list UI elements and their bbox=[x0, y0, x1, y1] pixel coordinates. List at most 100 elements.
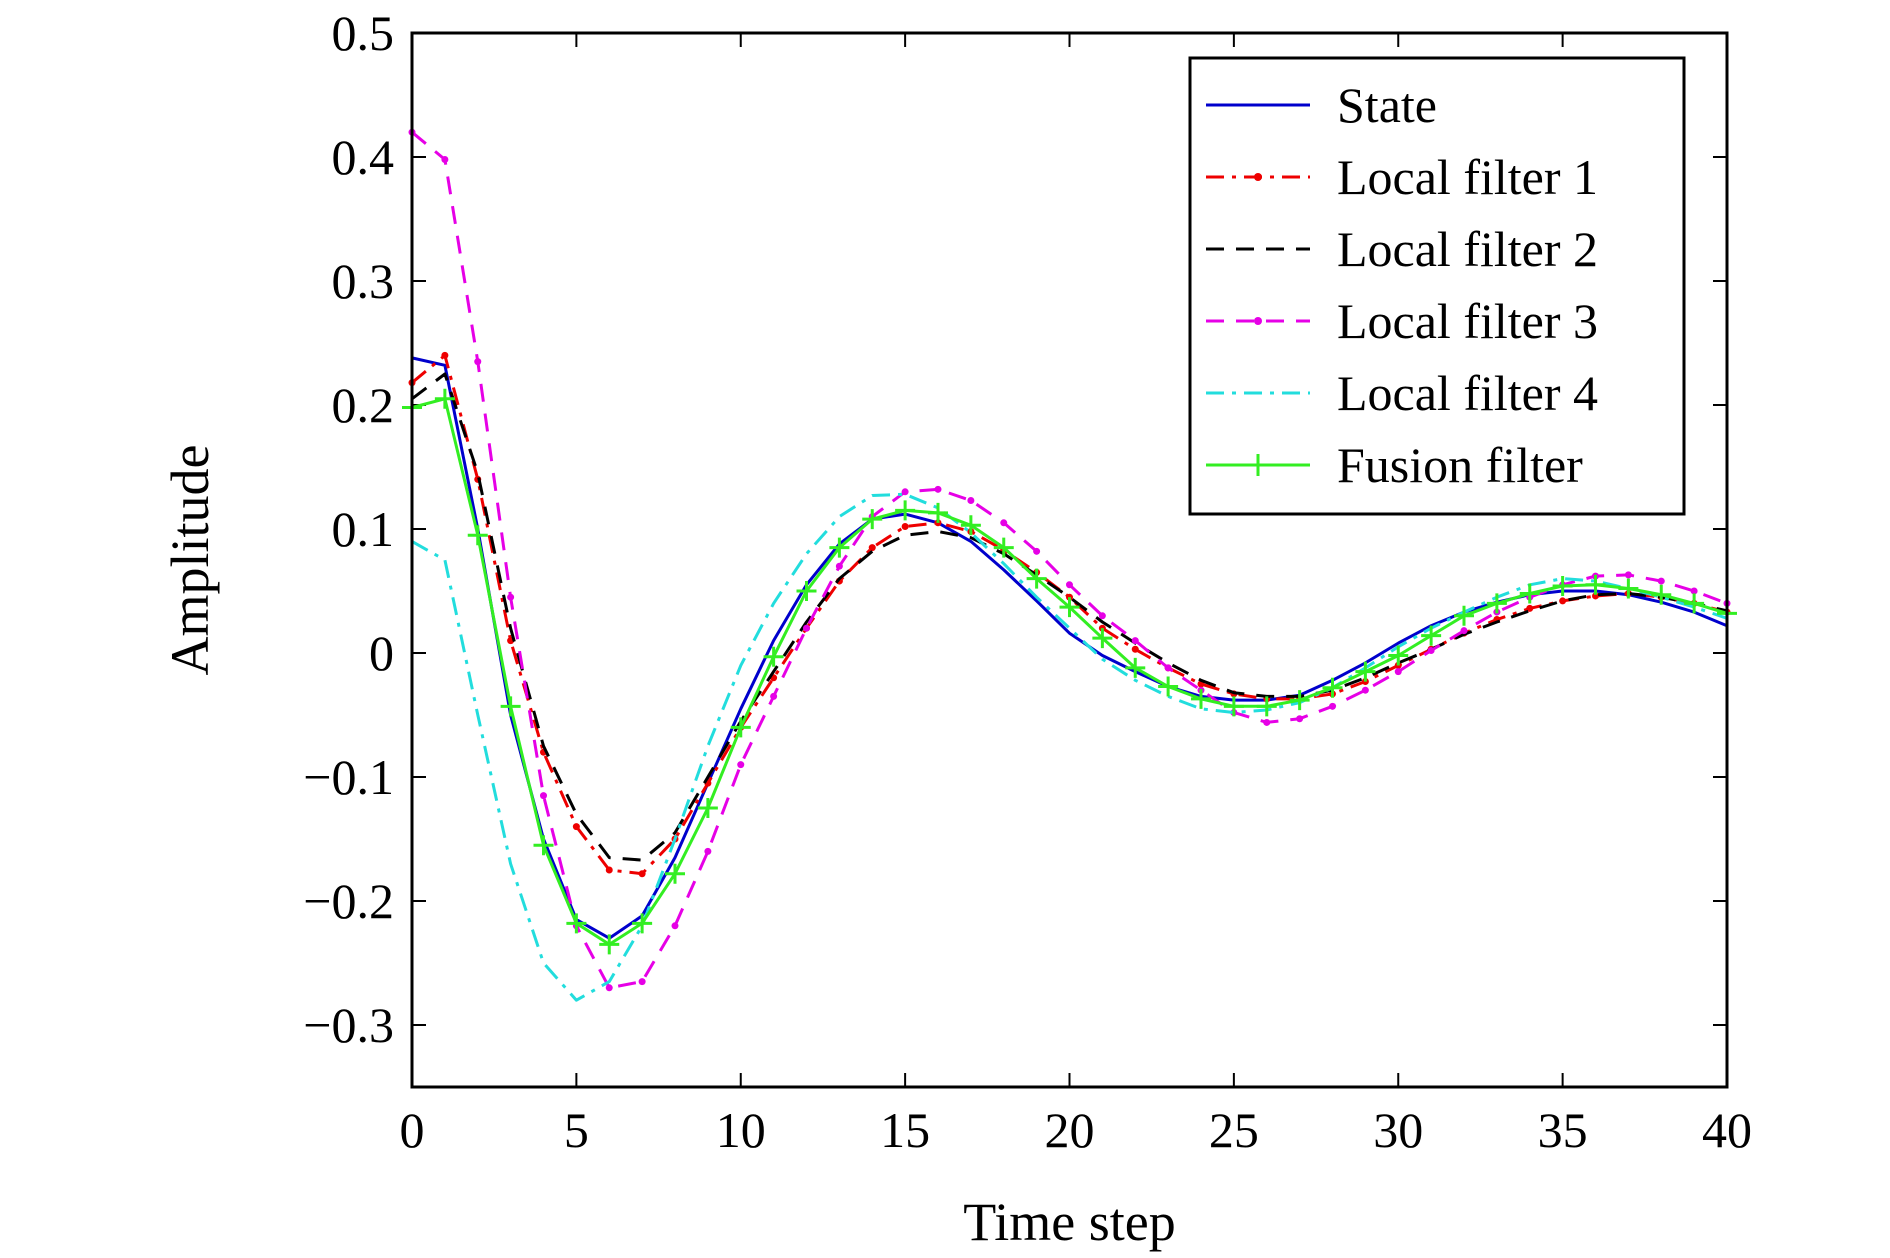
y-tick-label: 0.1 bbox=[332, 501, 395, 557]
data-point bbox=[632, 913, 653, 934]
data-point bbox=[993, 537, 1014, 558]
legend-item: Fusion filter bbox=[1206, 437, 1583, 493]
data-point bbox=[1125, 657, 1146, 678]
data-point bbox=[467, 525, 488, 546]
data-point bbox=[1361, 686, 1369, 694]
data-point bbox=[1592, 592, 1599, 600]
data-point bbox=[1585, 574, 1606, 595]
data-point bbox=[638, 978, 646, 986]
data-point bbox=[1657, 577, 1665, 585]
y-tick-label: 0.5 bbox=[332, 5, 395, 61]
data-point bbox=[1552, 576, 1573, 597]
data-point bbox=[697, 798, 718, 818]
data-point bbox=[599, 934, 620, 955]
data-point bbox=[566, 913, 587, 934]
series-5 bbox=[411, 492, 1728, 1002]
data-point bbox=[796, 581, 817, 601]
y-axis-title: Amplitude bbox=[160, 445, 220, 676]
data-point bbox=[1158, 676, 1179, 697]
data-point bbox=[533, 835, 554, 856]
data-point bbox=[934, 485, 942, 493]
legend-item: Local filter 3 bbox=[1206, 293, 1598, 349]
data-point bbox=[1618, 578, 1639, 599]
data-point bbox=[1394, 668, 1402, 676]
data-point bbox=[770, 692, 778, 700]
data-point bbox=[665, 863, 685, 884]
data-point bbox=[1164, 664, 1172, 672]
data-point bbox=[1092, 628, 1113, 649]
data-point bbox=[434, 388, 455, 409]
plot-frame bbox=[410, 31, 1729, 1089]
data-point bbox=[1559, 597, 1567, 605]
data-point bbox=[605, 984, 613, 992]
data-point bbox=[1256, 696, 1277, 717]
tick-labels: 0 5 10 15 20 25 30 35 40 0.5 0.4 0.3 0.2 0.1 0 −0.1 −0.2… bbox=[303, 5, 1752, 1158]
data-point bbox=[928, 502, 948, 523]
data-point bbox=[895, 500, 916, 521]
y-tick-label: 0.4 bbox=[332, 129, 395, 185]
y-tick-label: 0 bbox=[369, 625, 394, 681]
x-tick-label: 0 bbox=[400, 1102, 425, 1158]
legend-label: Local filter 2 bbox=[1337, 221, 1598, 277]
data-point bbox=[901, 523, 909, 531]
data-point bbox=[901, 488, 909, 496]
legend-marker bbox=[1254, 317, 1262, 325]
y-tick-label: −0.2 bbox=[303, 873, 394, 929]
data-point bbox=[638, 870, 646, 878]
legend-item: State bbox=[1206, 77, 1437, 133]
series-line bbox=[411, 353, 1728, 876]
data-point bbox=[1329, 702, 1336, 710]
data-point bbox=[1421, 625, 1442, 646]
legend-label: Local filter 4 bbox=[1337, 365, 1598, 421]
data-point bbox=[1289, 690, 1310, 711]
legend-item: Local filter 2 bbox=[1206, 221, 1598, 277]
y-tick-label: 0.2 bbox=[332, 377, 395, 433]
data-point bbox=[1059, 597, 1080, 618]
data-point bbox=[441, 351, 449, 359]
data-point bbox=[441, 155, 449, 163]
data-point bbox=[1624, 571, 1632, 579]
series-3 bbox=[411, 372, 1728, 862]
data-point bbox=[507, 593, 515, 601]
data-point bbox=[1690, 587, 1698, 595]
series-line bbox=[411, 492, 1728, 1002]
data-point bbox=[1526, 604, 1534, 612]
x-tick-label: 25 bbox=[1209, 1102, 1259, 1158]
data-point bbox=[1296, 715, 1304, 723]
legend-label: State bbox=[1337, 77, 1437, 133]
data-point bbox=[1223, 696, 1244, 717]
x-tick-label: 20 bbox=[1045, 1102, 1095, 1158]
x-tick-label: 35 bbox=[1538, 1102, 1588, 1158]
data-point bbox=[1131, 645, 1139, 653]
legend-box bbox=[1188, 56, 1686, 516]
x-tick-label: 15 bbox=[880, 1102, 930, 1158]
data-point bbox=[1000, 519, 1008, 527]
data-point bbox=[1651, 584, 1672, 605]
data-point bbox=[474, 358, 482, 366]
data-point bbox=[803, 624, 810, 632]
data-point bbox=[1427, 647, 1435, 655]
series-6 bbox=[402, 388, 1737, 955]
data-point bbox=[1263, 718, 1271, 726]
data-point bbox=[572, 823, 580, 831]
data-point bbox=[540, 792, 547, 800]
data-point bbox=[1454, 605, 1474, 626]
data-point bbox=[868, 544, 876, 552]
data-point bbox=[1098, 612, 1106, 620]
y-tick-label: 0.3 bbox=[332, 253, 395, 309]
data-point bbox=[862, 509, 883, 530]
x-axis-title: Time step bbox=[963, 1192, 1176, 1252]
data-point bbox=[605, 866, 613, 874]
data-point bbox=[967, 496, 975, 504]
data-point bbox=[500, 696, 521, 717]
legend: State Local filter 1 Local filter 2 Local f… bbox=[1188, 56, 1686, 516]
x-tick-label: 10 bbox=[716, 1102, 766, 1158]
legend-item: Local filter 4 bbox=[1206, 365, 1598, 421]
legend-label: Fusion filter bbox=[1337, 437, 1583, 493]
data-point bbox=[1684, 593, 1705, 614]
data-point bbox=[1322, 677, 1343, 698]
data-point bbox=[1191, 688, 1211, 709]
x-tick-label: 40 bbox=[1702, 1102, 1752, 1158]
data-point bbox=[1388, 645, 1409, 666]
